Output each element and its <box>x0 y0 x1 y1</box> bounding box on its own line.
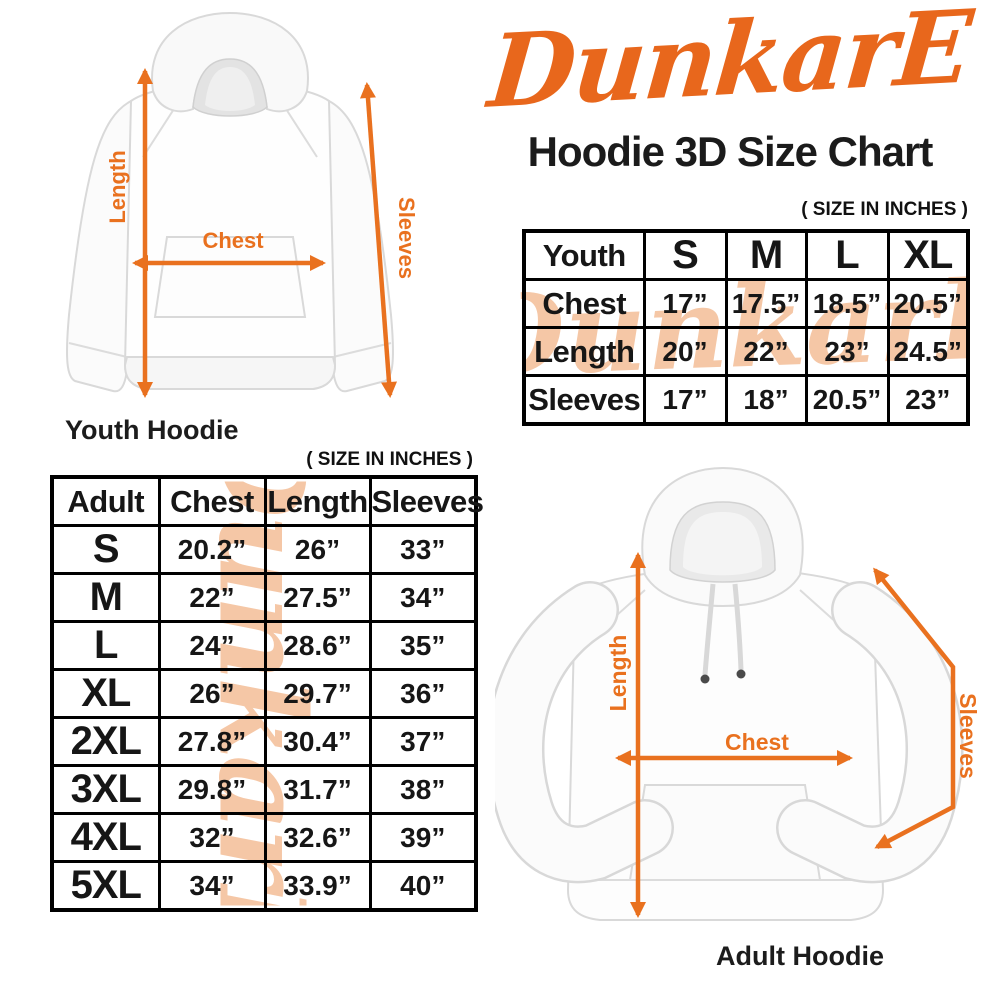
adult-sleeves-label: Sleeves <box>955 693 981 779</box>
table-header-row: Adult Chest Length Sleeves <box>50 475 484 527</box>
table-row: S 20.2” 26” 33” <box>50 524 478 575</box>
youth-sleeves-arrow <box>359 82 398 398</box>
youth-size-table: Youth S M L XL Chest 17” 17.5” 18.5” 20.… <box>522 229 970 426</box>
table-cell: 30.4” <box>263 716 372 767</box>
table-cell: 36” <box>368 668 478 719</box>
adult-caption: Adult Hoodie <box>716 941 884 971</box>
row-label-cell: 3XL <box>50 764 161 815</box>
table-row: Length 20” 22” 23” 24.5” <box>522 326 970 377</box>
table-cell: 32.6” <box>263 812 372 863</box>
table-cell: 38” <box>368 764 478 815</box>
table-cell: 23” <box>804 326 890 377</box>
youth-length-label: Length <box>105 150 130 224</box>
table-row: 2XL 27.8” 30.4” 37” <box>50 716 478 767</box>
table-cell: 31.7” <box>263 764 372 815</box>
row-label-cell: XL <box>50 668 161 719</box>
table-header-cell: M <box>724 229 808 281</box>
table-row: 5XL 34” 33.9” 40” <box>50 860 478 912</box>
drawstring-aglet <box>736 669 746 679</box>
table-cell: 33” <box>368 524 478 575</box>
table-cell: 39” <box>368 812 478 863</box>
table-cell: 17” <box>642 278 728 329</box>
table-row: 3XL 29.8” 31.7” 38” <box>50 764 478 815</box>
table-cell: 22” <box>157 572 267 623</box>
adult-size-table: Adult Chest Length Sleeves S 20.2” 26” 3… <box>50 475 484 912</box>
table-cell: 24” <box>157 620 267 671</box>
adult-hoodie-shape <box>495 466 964 921</box>
table-cell: 22” <box>724 326 808 377</box>
youth-hoodie-illustration <box>66 11 398 398</box>
table-cell: 17” <box>642 374 728 426</box>
table-cell: 34” <box>157 860 267 912</box>
table-row: Sleeves 17” 18” 20.5” 23” <box>522 374 970 426</box>
row-label-cell: Length <box>522 326 646 377</box>
youth-caption: Youth Hoodie <box>65 415 239 445</box>
table-cell: 37” <box>368 716 478 767</box>
table-cell: 20.5” <box>886 278 970 329</box>
table-header-cell: Length <box>263 475 372 527</box>
table-cell: 20.2” <box>157 524 267 575</box>
drawstring-aglet <box>700 674 710 684</box>
table-header-cell: XL <box>886 229 970 281</box>
table-cell: 35” <box>368 620 478 671</box>
table-header-cell: Chest <box>157 475 267 527</box>
table-header-cell: S <box>642 229 728 281</box>
table-header-row: Youth S M L XL <box>522 229 970 281</box>
table-cell: 40” <box>368 860 478 912</box>
table-cell: 34” <box>368 572 478 623</box>
table-cell: 32” <box>157 812 267 863</box>
youth-measurement-arrows <box>132 68 398 398</box>
adult-size-note: ( SIZE IN INCHES ) <box>306 449 473 470</box>
table-cell: 27.5” <box>263 572 372 623</box>
adult-hoodie-illustration <box>495 466 964 921</box>
table-cell: 29.7” <box>263 668 372 719</box>
table-row: M 22” 27.5” 34” <box>50 572 478 623</box>
youth-chest-label: Chest <box>202 228 264 253</box>
row-label-cell: M <box>50 572 161 623</box>
table-cell: 28.6” <box>263 620 372 671</box>
table-cell: 20.5” <box>804 374 890 426</box>
adult-sleeves-arrow <box>873 567 956 849</box>
table-cell: 26” <box>157 668 267 719</box>
table-row: L 24” 28.6” 35” <box>50 620 478 671</box>
row-label-cell: 4XL <box>50 812 161 863</box>
row-label-cell: S <box>50 524 161 575</box>
table-cell: 18.5” <box>804 278 890 329</box>
adult-chest-label: Chest <box>725 729 789 755</box>
table-cell: 33.9” <box>263 860 372 912</box>
row-label-cell: L <box>50 620 161 671</box>
adult-measurement-arrows <box>615 552 956 918</box>
row-label-cell: 5XL <box>50 860 161 912</box>
row-label-cell: Sleeves <box>522 374 646 426</box>
brand-logo: DunkarE <box>460 0 1000 132</box>
table-cell: 20” <box>642 326 728 377</box>
youth-sleeves-label: Sleeves <box>394 197 419 279</box>
table-row: 4XL 32” 32.6” 39” <box>50 812 478 863</box>
table-cell: 29.8” <box>157 764 267 815</box>
table-header-cell: Youth <box>522 229 646 281</box>
page-title: Hoodie 3D Size Chart <box>527 128 934 175</box>
table-header-cell: Adult <box>50 475 161 527</box>
youth-size-note: ( SIZE IN INCHES ) <box>801 199 968 220</box>
table-cell: 24.5” <box>886 326 970 377</box>
row-label-cell: Chest <box>522 278 646 329</box>
table-cell: 26” <box>263 524 372 575</box>
adult-size-table-wrap: DunkarE Adult Chest Length Sleeves S 20.… <box>50 475 484 912</box>
table-cell: 18” <box>724 374 808 426</box>
table-header-cell: Sleeves <box>368 475 484 527</box>
table-cell: 23” <box>886 374 970 426</box>
brand-logo-text: DunkarE <box>484 0 976 131</box>
table-cell: 27.8” <box>157 716 267 767</box>
row-label-cell: 2XL <box>50 716 161 767</box>
table-header-cell: L <box>804 229 890 281</box>
table-row: Chest 17” 17.5” 18.5” 20.5” <box>522 278 970 329</box>
youth-size-table-wrap: DunkarE Youth S M L XL Chest 17” 17.5” 1… <box>519 229 971 426</box>
adult-length-label: Length <box>605 634 631 712</box>
table-cell: 17.5” <box>724 278 808 329</box>
table-row: XL 26” 29.7” 36” <box>50 668 478 719</box>
